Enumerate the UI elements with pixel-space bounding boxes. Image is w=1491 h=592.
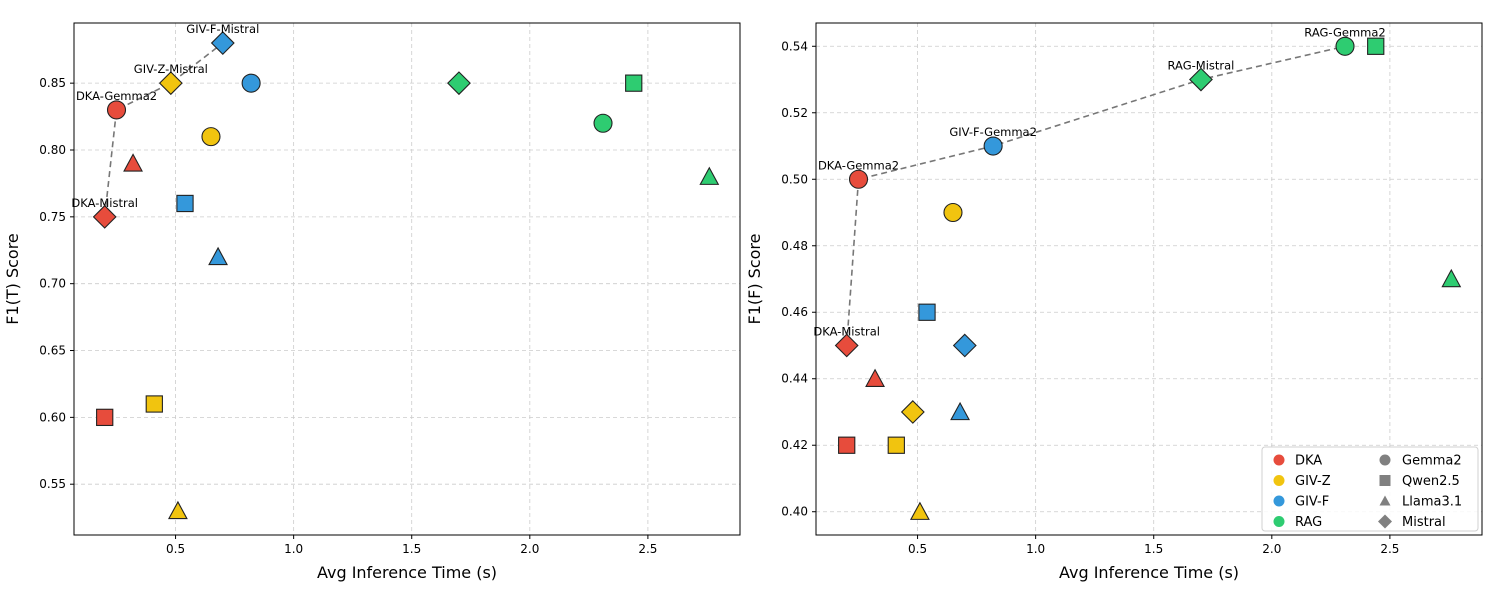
- point-rag-gemma2: [1335, 36, 1355, 56]
- point-giv-f-mistral: [952, 333, 977, 358]
- annotation-giv-f-gemma2: GIV-F-Gemma2: [949, 125, 1037, 139]
- annotation-giv-f-mistral: GIV-F-Mistral: [186, 22, 259, 36]
- y-tick-label: 0.55: [39, 477, 66, 491]
- legend: DKA GIV-Z GIV-F RAG Gemma2 Qwen2.5 Llama3.1 Mis…: [1261, 446, 1479, 532]
- legend-marker-giv-z: [1273, 475, 1285, 486]
- plot-frame: [73, 22, 741, 536]
- annotation-dka-mistral: DKA-Mistral: [813, 324, 880, 338]
- legend-label-qwen2-5: Qwen2.5: [1402, 474, 1460, 489]
- x-tick-label: 2.5: [1380, 542, 1399, 556]
- y-tick-label: 0.60: [39, 410, 66, 424]
- point-giv-f-llama3-1: [208, 246, 228, 266]
- point-rag-qwen2-5: [625, 74, 643, 92]
- x-tick-label: 0.5: [908, 542, 927, 556]
- point-rag-mistral: [447, 71, 471, 96]
- annotation-rag-gemma2: RAG-Gemma2: [1304, 25, 1385, 39]
- point-giv-f-gemma2: [241, 73, 261, 93]
- point-giv-f-mistral: [210, 31, 235, 55]
- y-tick-label: 0.80: [39, 143, 66, 157]
- point-giv-z-gemma2: [201, 127, 221, 147]
- annotation-giv-z-mistral: GIV-Z-Mistral: [134, 62, 208, 76]
- point-rag-qwen2-5: [1367, 37, 1385, 55]
- point-dka-llama3-1: [865, 368, 885, 387]
- point-giv-z-mistral: [900, 400, 925, 424]
- legend-label-giv-f: GIV-F: [1295, 495, 1329, 510]
- legend-label-rag: RAG: [1295, 515, 1322, 530]
- point-giv-f-gemma2: [983, 136, 1003, 156]
- y-tick-label: 0.65: [39, 344, 66, 358]
- point-rag-llama3-1: [699, 166, 720, 185]
- annotation-dka-gemma2: DKA-Gemma2: [76, 89, 157, 103]
- x-tick-label: 1.0: [1026, 542, 1045, 556]
- x-tick-label: 2.0: [520, 542, 539, 556]
- y-tick-label: 0.42: [781, 438, 808, 452]
- y-tick-label: 0.70: [39, 277, 66, 291]
- annotation-dka-mistral: DKA-Mistral: [71, 196, 138, 210]
- point-giv-f-qwen2-5: [176, 194, 194, 213]
- data-points: [834, 36, 1462, 520]
- chart-f1f-vs-time: 0.5 1.0 1.5 2.0 2.5 0.40 0.42 0.44 0.46 0.48 0.50 0…: [745, 22, 1483, 582]
- point-dka-gemma2: [106, 100, 127, 120]
- point-giv-f-qwen2-5: [918, 303, 936, 321]
- point-giv-z-llama3-1: [167, 500, 188, 520]
- chart-f1t-vs-time: 0.5 1.0 1.5 2.0 2.5 0.55 0.60 0.65 0.70 0.75 0.80 0…: [3, 22, 741, 582]
- point-giv-f-llama3-1: [950, 401, 970, 421]
- x-tick-label: 1.5: [402, 542, 421, 556]
- x-tick-label: 1.0: [284, 542, 303, 556]
- point-rag-mistral: [1189, 67, 1213, 92]
- y-tick-label: 0.44: [781, 372, 808, 386]
- point-giv-z-gemma2: [943, 202, 963, 223]
- data-points: [92, 31, 720, 520]
- legend-box: [1261, 446, 1479, 532]
- point-giv-z-llama3-1: [909, 501, 930, 520]
- grid: [74, 23, 740, 535]
- legend-marker-dka: [1273, 454, 1285, 466]
- legend-marker-gemma2: [1379, 454, 1391, 466]
- x-axis-label: Avg Inference Time (s): [317, 563, 497, 582]
- legend-label-gemma2: Gemma2: [1402, 454, 1462, 469]
- y-axis-label: F1(T) Score: [3, 233, 22, 325]
- pareto-frontier-line: [103, 42, 224, 217]
- point-dka-gemma2: [848, 169, 869, 189]
- point-giv-z-qwen2-5: [145, 395, 163, 413]
- x-axis-label: Avg Inference Time (s): [1059, 563, 1239, 582]
- legend-marker-mistral: [1378, 514, 1392, 529]
- legend-label-dka: DKA: [1295, 454, 1322, 469]
- point-rag-gemma2: [593, 113, 613, 133]
- y-tick-label: 0.52: [781, 106, 808, 120]
- point-dka-qwen2-5: [96, 408, 114, 427]
- legend-label-llama3-1: Llama3.1: [1402, 495, 1462, 510]
- x-tick-label: 2.5: [638, 542, 657, 556]
- y-tick-label: 0.50: [781, 172, 808, 186]
- y-axis-label: F1(F) Score: [745, 234, 764, 325]
- x-tick-label: 0.5: [166, 542, 185, 556]
- legend-marker-qwen2-5: [1379, 475, 1391, 486]
- annotation-rag-mistral: RAG-Mistral: [1168, 59, 1235, 73]
- x-tick-label: 2.0: [1262, 542, 1281, 556]
- point-giv-z-qwen2-5: [887, 436, 905, 454]
- legend-marker-rag: [1273, 516, 1285, 527]
- point-rag-llama3-1: [1441, 268, 1462, 288]
- y-tick-label: 0.40: [781, 505, 808, 519]
- y-tick-label: 0.75: [39, 210, 66, 224]
- point-dka-llama3-1: [123, 153, 143, 172]
- y-tick-label: 0.46: [781, 305, 808, 319]
- annotation-dka-gemma2: DKA-Gemma2: [818, 158, 899, 172]
- plot-frame: [815, 22, 1483, 536]
- point-giv-z-mistral: [158, 71, 183, 96]
- y-tick-label: 0.54: [781, 39, 808, 53]
- x-tick-label: 1.5: [1144, 542, 1163, 556]
- y-tick-label: 0.85: [39, 76, 66, 90]
- pareto-frontier-line: [845, 45, 1346, 346]
- y-tick-label: 0.48: [781, 239, 808, 253]
- legend-marker-llama3-1: [1379, 495, 1391, 506]
- legend-marker-giv-f: [1273, 495, 1285, 507]
- point-dka-mistral: [92, 204, 117, 229]
- point-dka-qwen2-5: [838, 436, 856, 454]
- legend-label-giv-z: GIV-Z: [1295, 474, 1331, 489]
- point-dka-mistral: [834, 333, 859, 358]
- legend-label-mistral: Mistral: [1402, 515, 1446, 530]
